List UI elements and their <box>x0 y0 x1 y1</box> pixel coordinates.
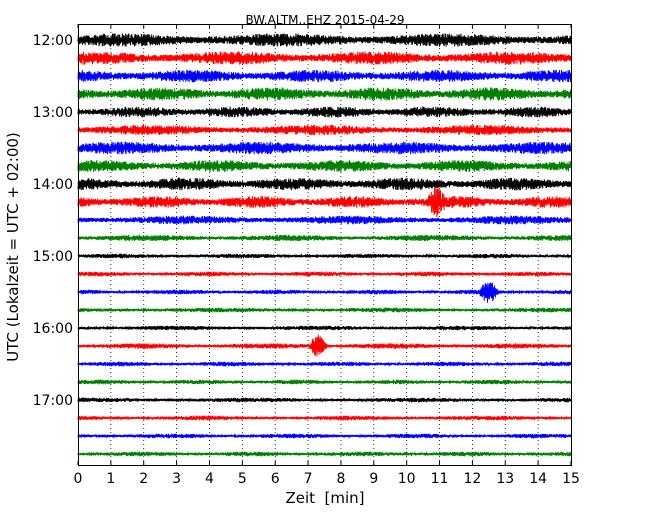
x-tick-label-0: 0 <box>74 471 83 487</box>
x-tick-label-2: 2 <box>139 471 148 487</box>
y-axis: 12:00 13:00 14:00 15:00 16:00 17:00 <box>33 33 571 409</box>
trace-1245 <box>77 87 572 101</box>
trace-1700 <box>77 397 572 403</box>
x-tick-label-8: 8 <box>336 471 345 487</box>
x-axis-title: Zeit [min] <box>285 489 364 507</box>
y-tick-label-1: 13:00 <box>33 105 73 121</box>
chart-title: BW.ALTM..EHZ 2015-04-29 <box>245 13 404 27</box>
y-tick-label-3: 15:00 <box>33 249 73 265</box>
x-tick-label-13: 13 <box>496 471 514 487</box>
trace-1715 <box>77 415 572 421</box>
trace-1515 <box>77 271 572 277</box>
trace-1315 <box>77 124 572 136</box>
y-axis-title: UTC (Lokalzeit = UTC + 02:00) <box>4 132 22 362</box>
trace-1445 <box>77 234 572 242</box>
trace-1345 <box>77 160 572 173</box>
x-tick-label-3: 3 <box>172 471 181 487</box>
trace-1730 <box>77 433 572 439</box>
x-tick-label-15: 15 <box>562 471 580 487</box>
trace-1230 <box>77 69 572 83</box>
x-axis: 0 1 2 3 4 5 6 7 8 9 10 11 12 13 14 15 <box>74 24 580 487</box>
trace-1530 <box>77 282 572 303</box>
y-tick-label-4: 16:00 <box>33 321 73 337</box>
x-tick-label-10: 10 <box>398 471 416 487</box>
trace-1645 <box>77 379 572 385</box>
trace-group <box>77 33 572 457</box>
y-tick-label-5: 17:00 <box>33 393 73 409</box>
trace-1430 <box>77 215 572 225</box>
x-tick-label-9: 9 <box>369 471 378 487</box>
trace-1500 <box>77 253 572 259</box>
grid-lines <box>110 24 539 465</box>
trace-1300 <box>77 106 572 118</box>
x-tick-label-12: 12 <box>463 471 481 487</box>
x-tick-label-7: 7 <box>304 471 313 487</box>
x-tick-label-4: 4 <box>205 471 214 487</box>
plot-frame <box>78 24 572 466</box>
x-tick-label-11: 11 <box>431 471 449 487</box>
x-tick-label-14: 14 <box>529 471 547 487</box>
y-tick-label-0: 12:00 <box>33 33 73 49</box>
y-tick-label-2: 14:00 <box>33 177 73 193</box>
x-tick-label-6: 6 <box>271 471 280 487</box>
trace-1615 <box>77 334 572 357</box>
x-tick-label-1: 1 <box>106 471 115 487</box>
trace-1600 <box>77 325 572 331</box>
trace-1745 <box>77 451 572 457</box>
x-tick-label-5: 5 <box>238 471 247 487</box>
trace-1215 <box>77 51 572 65</box>
trace-1330 <box>77 141 572 155</box>
trace-1630 <box>77 361 572 367</box>
trace-1545 <box>77 307 572 313</box>
trace-1415 <box>77 187 572 218</box>
trace-1400 <box>77 177 572 191</box>
trace-1200 <box>77 33 572 47</box>
